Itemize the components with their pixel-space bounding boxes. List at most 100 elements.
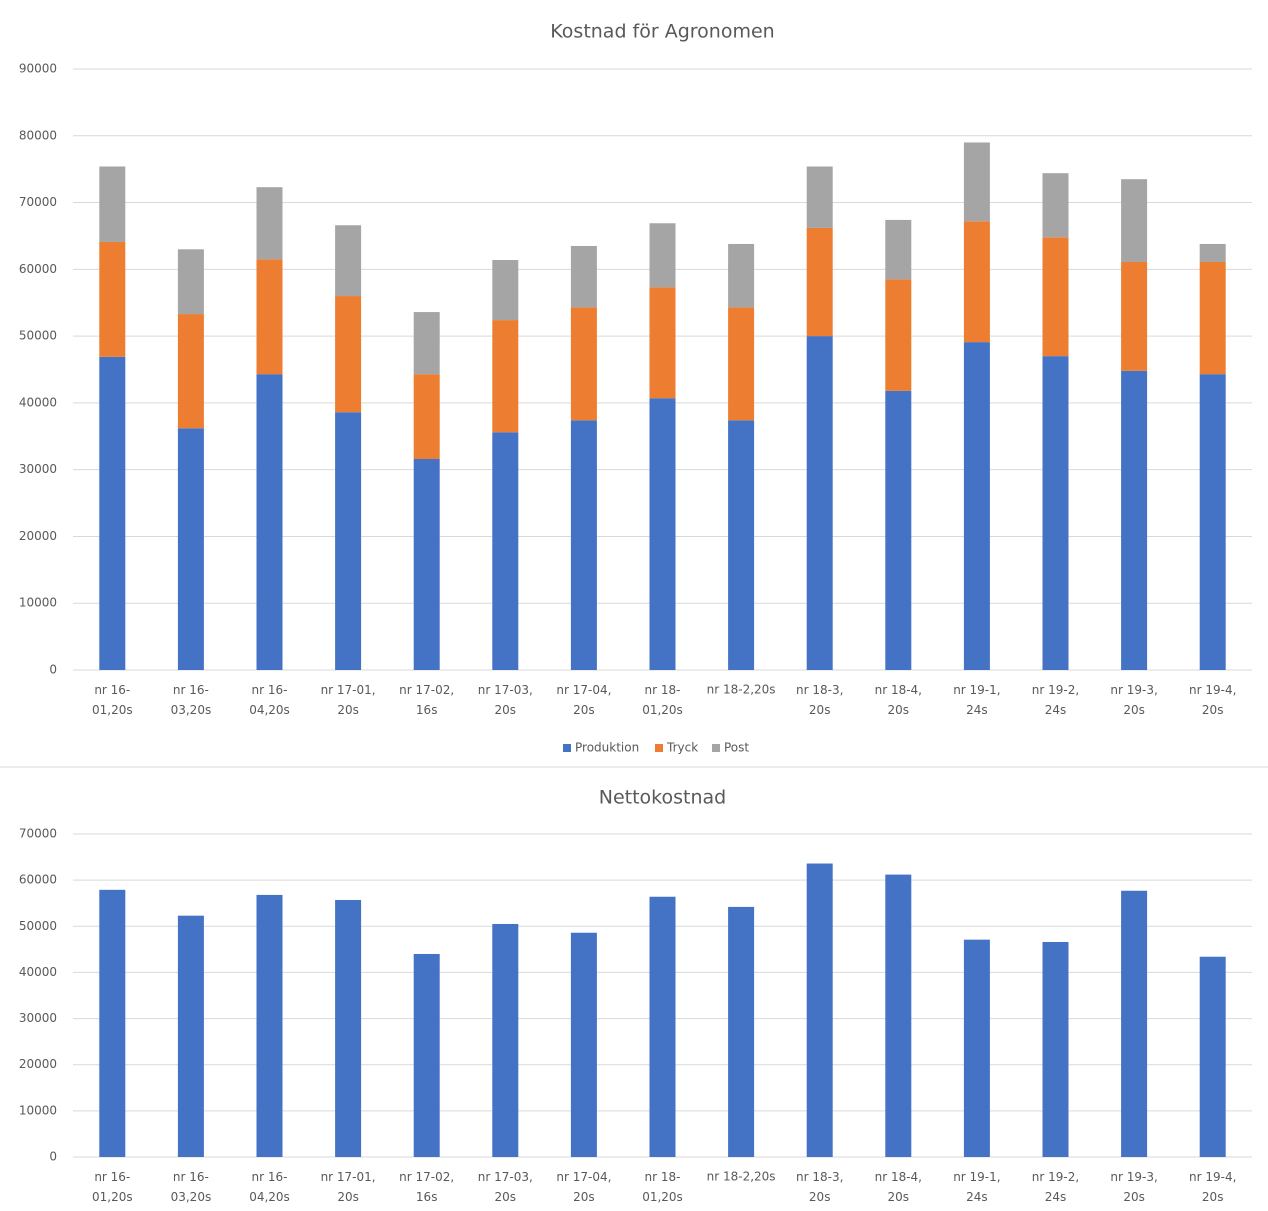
x-tick-label: nr 18-01,20s bbox=[642, 683, 683, 717]
y-tick-label: 70000 bbox=[19, 827, 57, 841]
x-tick-label: nr 18-3, 20s bbox=[796, 683, 843, 717]
legend-label: Produktion bbox=[575, 741, 639, 755]
x-tick-label: nr 18-3, 20s bbox=[796, 1170, 843, 1204]
y-tick-label: 0 bbox=[49, 663, 57, 677]
bar bbox=[1199, 956, 1226, 1157]
bar bbox=[728, 906, 755, 1157]
bar-segment bbox=[177, 249, 204, 315]
y-tick-label: 80000 bbox=[19, 128, 57, 142]
x-tick-label: nr 17-02, 16s bbox=[399, 1170, 454, 1204]
y-tick-label: 60000 bbox=[19, 262, 57, 276]
x-tick-label: nr 19-4, 20s bbox=[1189, 1170, 1236, 1204]
bar-segment bbox=[1199, 374, 1226, 670]
x-tick-label: nr 19-3, 20s bbox=[1110, 683, 1157, 717]
bar-segment bbox=[99, 356, 126, 670]
bar bbox=[413, 953, 440, 1157]
y-tick-label: 70000 bbox=[19, 195, 57, 209]
y-tick-label: 30000 bbox=[19, 1011, 57, 1025]
bar-segment bbox=[492, 259, 519, 321]
bar-segment bbox=[963, 142, 990, 222]
x-tick-label: nr 18-2,20s bbox=[707, 683, 776, 697]
bar-segment bbox=[885, 219, 912, 280]
bar-segment bbox=[728, 420, 755, 670]
bar-segment bbox=[963, 221, 990, 343]
x-tick-label: nr 16-03,20s bbox=[171, 1170, 212, 1204]
bar-segment bbox=[728, 307, 755, 421]
x-tick-label: nr 17-04, 20s bbox=[556, 683, 611, 717]
x-tick-label: nr 17-04, 20s bbox=[556, 1170, 611, 1204]
bar-segment bbox=[256, 259, 283, 375]
x-tick-label: nr 18-4, 20s bbox=[875, 1170, 922, 1204]
bar-segment bbox=[1042, 173, 1069, 238]
legend-swatch bbox=[655, 744, 663, 752]
bar-segment bbox=[570, 307, 597, 421]
bar-segment bbox=[335, 296, 362, 413]
x-tick-label: nr 19-2, 24s bbox=[1032, 683, 1079, 717]
y-tick-label: 60000 bbox=[19, 873, 57, 887]
bar-segment bbox=[1121, 179, 1148, 262]
bar-segment bbox=[963, 342, 990, 670]
legend-label: Tryck bbox=[666, 741, 698, 755]
x-tick-label: nr 19-4, 20s bbox=[1189, 683, 1236, 717]
bar-segment bbox=[649, 287, 676, 399]
x-tick-label: nr 18-2,20s bbox=[707, 1170, 776, 1184]
legend-swatch bbox=[563, 744, 571, 752]
chart-title: Kostnad för Agronomen bbox=[550, 21, 774, 43]
x-tick-label: nr 16-03,20s bbox=[171, 683, 212, 717]
bar-segment bbox=[335, 412, 362, 670]
y-tick-label: 40000 bbox=[19, 395, 57, 409]
bar-segment bbox=[649, 398, 676, 670]
bar bbox=[806, 863, 833, 1157]
bar-segment bbox=[99, 166, 126, 242]
bar bbox=[570, 932, 597, 1157]
x-tick-label: nr 16-04,20s bbox=[249, 1170, 290, 1204]
y-tick-label: 30000 bbox=[19, 462, 57, 476]
x-tick-label: nr 17-01, 20s bbox=[321, 683, 376, 717]
bar-segment bbox=[885, 279, 912, 391]
legend-label: Post bbox=[724, 741, 749, 755]
x-tick-label: nr 19-1, 24s bbox=[953, 683, 1000, 717]
bar-segment bbox=[413, 374, 440, 459]
bar-segment bbox=[728, 243, 755, 308]
bar-segment bbox=[492, 320, 519, 433]
x-tick-label: nr 19-1, 24s bbox=[953, 1170, 1000, 1204]
bar-segment bbox=[806, 336, 833, 670]
bar-segment bbox=[99, 241, 126, 357]
x-tick-label: nr 16-04,20s bbox=[249, 683, 290, 717]
y-tick-label: 20000 bbox=[19, 1057, 57, 1071]
bar-segment bbox=[492, 432, 519, 670]
bar bbox=[335, 899, 362, 1157]
y-tick-label: 20000 bbox=[19, 529, 57, 543]
y-tick-label: 10000 bbox=[19, 596, 57, 610]
bar bbox=[492, 923, 519, 1157]
x-tick-label: nr 16-01,20s bbox=[92, 683, 133, 717]
bar bbox=[256, 894, 283, 1157]
chart-title: Nettokostnad bbox=[599, 787, 726, 809]
bar-segment bbox=[1121, 261, 1148, 371]
y-tick-label: 40000 bbox=[19, 965, 57, 979]
bar-segment bbox=[885, 390, 912, 670]
legend-swatch bbox=[712, 744, 720, 752]
bar-segment bbox=[1042, 237, 1069, 357]
bar bbox=[177, 915, 204, 1157]
bar bbox=[99, 889, 126, 1157]
y-tick-label: 50000 bbox=[19, 919, 57, 933]
y-tick-label: 50000 bbox=[19, 329, 57, 343]
bar bbox=[885, 874, 912, 1157]
x-tick-label: nr 17-01, 20s bbox=[321, 1170, 376, 1204]
bar bbox=[963, 939, 990, 1157]
bar-segment bbox=[256, 374, 283, 670]
x-tick-label: nr 17-02, 16s bbox=[399, 683, 454, 717]
bar-segment bbox=[256, 187, 283, 260]
y-tick-label: 10000 bbox=[19, 1103, 57, 1117]
bar bbox=[1042, 941, 1069, 1157]
y-tick-label: 90000 bbox=[19, 62, 57, 76]
bar-segment bbox=[413, 312, 440, 375]
bar-segment bbox=[1042, 356, 1069, 670]
x-tick-label: nr 16-01,20s bbox=[92, 1170, 133, 1204]
bar-segment bbox=[570, 420, 597, 670]
bar-segment bbox=[177, 314, 204, 429]
bar-segment bbox=[413, 458, 440, 670]
bar bbox=[649, 896, 676, 1157]
